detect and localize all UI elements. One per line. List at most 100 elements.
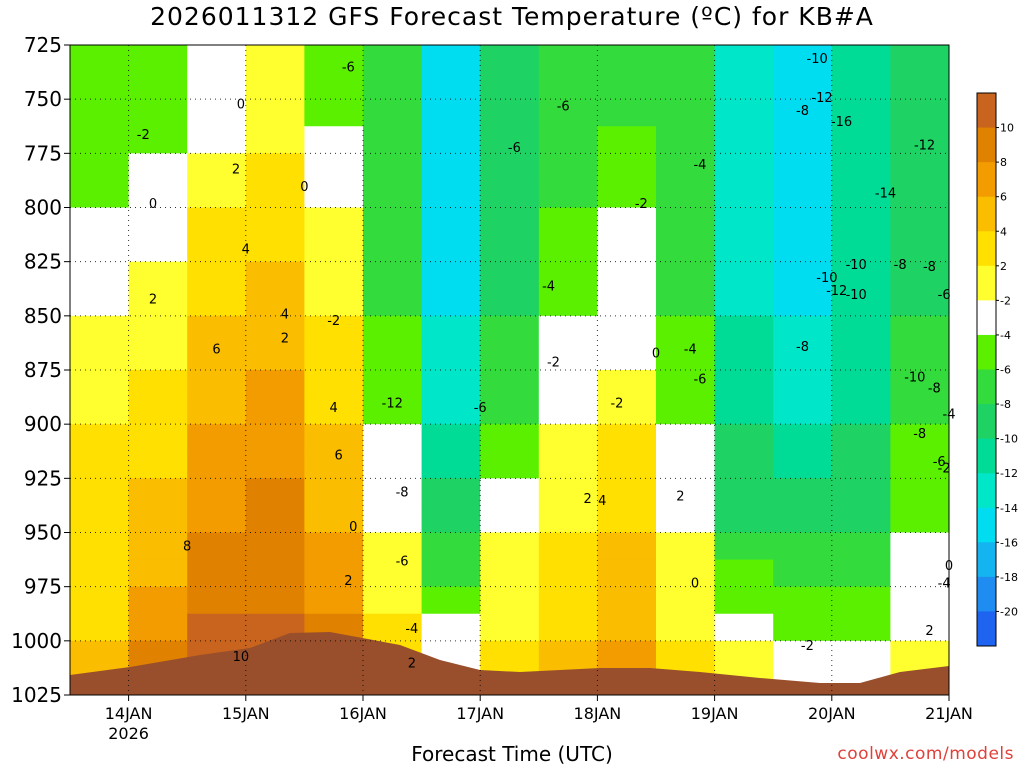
field-cell <box>597 180 657 208</box>
field-cell <box>597 342 657 371</box>
field-cell <box>831 234 891 263</box>
contour-label: -14 <box>875 186 896 201</box>
field-cell <box>656 180 716 208</box>
temperature-field <box>70 45 950 696</box>
contour-label: -6 <box>396 555 409 570</box>
colorbar-label: -6 <box>1000 364 1011 377</box>
field-cell <box>773 532 833 561</box>
field-cell <box>714 640 774 669</box>
contour-label: 6 <box>334 449 342 464</box>
field-cell <box>656 207 716 236</box>
field-cell <box>128 478 188 506</box>
contour-label: -6 <box>474 401 487 416</box>
field-cell <box>597 288 657 317</box>
field-cell <box>128 99 188 127</box>
field-cell <box>304 99 364 127</box>
contour-label: -2 <box>137 128 150 143</box>
field-cell <box>714 72 774 100</box>
y-tick-label: 825 <box>24 250 62 274</box>
field-cell <box>245 153 305 181</box>
colorbar-label: -18 <box>1000 571 1018 584</box>
contour-label: -2 <box>635 197 648 212</box>
x-tick-label: 20JAN <box>808 704 856 723</box>
field-cell <box>128 613 188 642</box>
contour-label: -8 <box>928 381 941 396</box>
field-cell <box>538 397 598 425</box>
field-cell <box>70 45 130 73</box>
field-cell <box>187 370 247 398</box>
field-cell <box>245 207 305 236</box>
contour-label: -2 <box>547 355 560 370</box>
field-cell <box>245 505 305 533</box>
field-cell <box>245 288 305 317</box>
field-cell <box>70 424 130 452</box>
field-cell <box>890 640 950 669</box>
field-cell <box>187 342 247 371</box>
field-cell <box>421 234 481 263</box>
field-cell <box>597 207 657 236</box>
field-cell <box>187 478 247 506</box>
colorbar-swatch <box>977 162 996 198</box>
contour-label: -6 <box>557 100 570 115</box>
contour-label: -4 <box>693 158 706 173</box>
field-cell <box>890 559 950 588</box>
field-cell <box>70 180 130 208</box>
field-cell <box>128 532 188 561</box>
chart-title: 2026011312 GFS Forecast Temperature (ºC)… <box>150 2 874 31</box>
field-cell <box>128 342 188 371</box>
field-cell <box>656 586 716 615</box>
field-cell <box>245 451 305 479</box>
field-cell <box>70 478 130 506</box>
y-axis: 725 750 775 800 825 850 875 900 925 950 975 1000 102… <box>11 33 70 707</box>
contour-label: 0 <box>652 347 660 362</box>
credit-link[interactable]: coolwx.com/models <box>837 744 1014 764</box>
field-cell <box>714 126 774 154</box>
field-cell <box>714 261 774 290</box>
field-cell <box>538 370 598 398</box>
field-cell <box>187 99 247 127</box>
field-cell <box>421 532 481 561</box>
colorbar-label: -20 <box>1000 605 1018 618</box>
field-cell <box>597 72 657 100</box>
field-cell <box>70 207 130 236</box>
field-cell <box>480 288 540 317</box>
field-cell <box>538 532 598 561</box>
field-cell <box>890 288 950 317</box>
field-cell <box>480 559 540 588</box>
field-cell <box>831 72 891 100</box>
field-cell <box>245 72 305 100</box>
field-cell <box>773 126 833 154</box>
field-cell <box>831 207 891 236</box>
field-cell <box>70 586 130 615</box>
field-cell <box>421 153 481 181</box>
field-cell <box>304 45 364 73</box>
colorbar-swatch <box>977 542 996 578</box>
field-cell <box>656 261 716 290</box>
x-year-label: 2026 <box>108 724 149 743</box>
field-cell <box>714 559 774 588</box>
field-cell <box>70 234 130 263</box>
field-cell <box>70 370 130 398</box>
field-cell <box>363 180 423 208</box>
field-cell <box>245 261 305 290</box>
field-cell <box>890 505 950 533</box>
contour-label: 0 <box>300 180 308 195</box>
colorbar-label: -8 <box>1000 398 1011 411</box>
colorbar-label: -2 <box>1000 294 1011 307</box>
field-cell <box>363 153 423 181</box>
field-cell <box>363 126 423 154</box>
field-cell <box>128 288 188 317</box>
colorbar-label: -14 <box>1000 502 1018 515</box>
field-cell <box>363 261 423 290</box>
field-cell <box>538 45 598 73</box>
field-cell <box>187 397 247 425</box>
field-cell <box>480 451 540 479</box>
y-tick-label: 750 <box>24 87 62 111</box>
field-cell <box>480 397 540 425</box>
field-cell <box>245 478 305 506</box>
field-cell <box>128 505 188 533</box>
field-cell <box>480 424 540 452</box>
field-cell <box>187 315 247 344</box>
field-cell <box>245 424 305 452</box>
